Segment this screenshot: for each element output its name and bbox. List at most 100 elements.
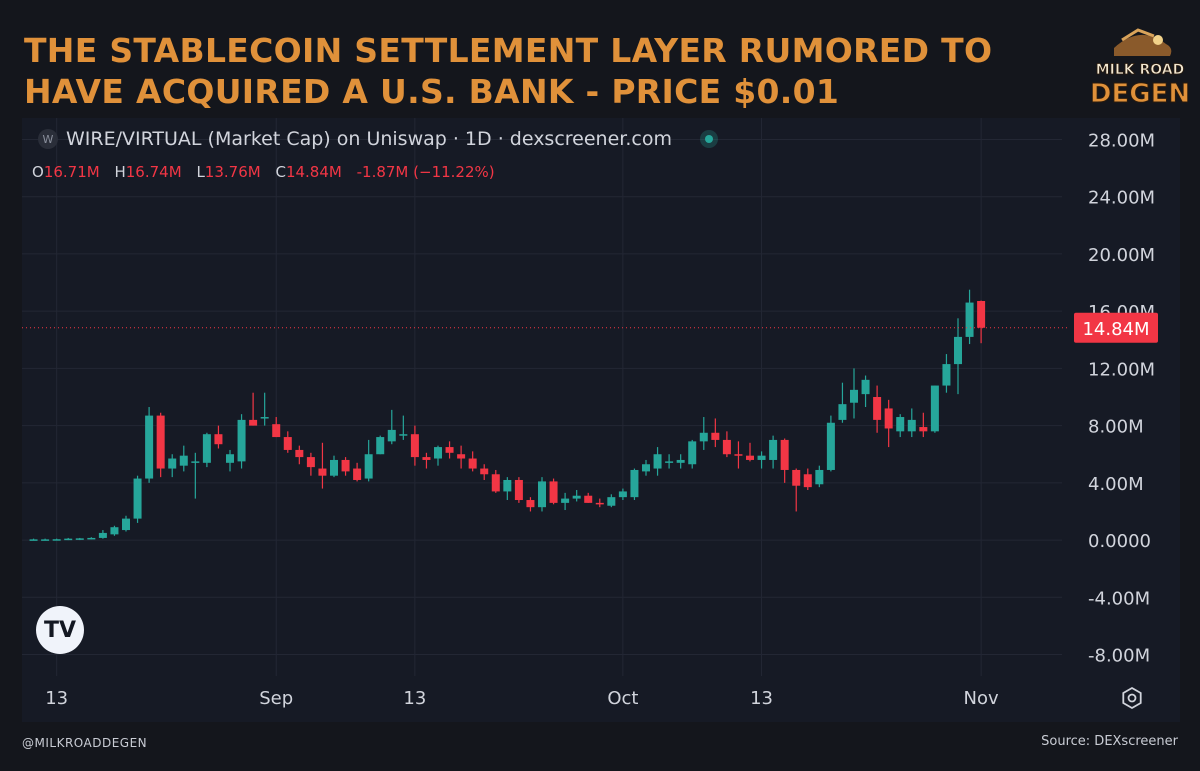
candle-body xyxy=(618,491,627,498)
candle-body xyxy=(87,537,96,540)
candle-body xyxy=(468,458,477,469)
x-tick-label: Sep xyxy=(259,688,293,709)
candle-body xyxy=(977,300,986,328)
candle-body xyxy=(803,474,812,488)
gear-icon[interactable] xyxy=(1120,686,1144,710)
candle-body xyxy=(145,415,154,479)
candle-body xyxy=(746,455,754,460)
y-tick-label: 0.0000 xyxy=(1088,531,1151,552)
y-tick-label: -8.00M xyxy=(1088,646,1150,667)
y-tick-label: 28.00M xyxy=(1088,130,1155,151)
candle-body xyxy=(52,539,61,541)
candle-body xyxy=(815,469,824,485)
candle-body xyxy=(734,454,743,456)
candle-body xyxy=(179,455,188,466)
candle-body xyxy=(826,422,835,470)
x-tick-label: Nov xyxy=(964,688,999,709)
candle-body xyxy=(676,459,685,463)
svg-text:DEGEN: DEGEN xyxy=(1092,79,1188,109)
candle-body xyxy=(538,481,546,508)
candle-body xyxy=(318,468,327,476)
candle-body xyxy=(202,434,211,463)
footer-handle: @MILKROADDEGEN xyxy=(22,736,148,750)
candle-body xyxy=(226,454,234,463)
candle-body xyxy=(341,459,350,472)
y-tick-label: 8.00M xyxy=(1088,417,1144,438)
candle-body xyxy=(769,439,778,460)
candle-body xyxy=(907,419,916,432)
x-tick-label: 13 xyxy=(750,688,773,709)
candle-body xyxy=(884,408,893,429)
candle-body xyxy=(630,469,639,498)
ohlc-close-value: 14.84M xyxy=(285,163,342,181)
candle-body xyxy=(549,481,558,503)
candle-body xyxy=(665,461,674,463)
ohlc-close-label: C xyxy=(275,163,286,181)
candle-body xyxy=(410,434,419,458)
candle-body xyxy=(272,424,281,438)
candle-body xyxy=(376,437,385,455)
candle-body xyxy=(29,539,38,541)
candle-body xyxy=(110,527,119,535)
candle-body xyxy=(457,454,466,459)
ohlc-low-value: 13.76M xyxy=(204,163,261,181)
y-tick-label: -4.00M xyxy=(1088,588,1150,609)
candle-body xyxy=(399,434,408,436)
chart-legend: W WIRE/VIRTUAL (Market Cap) on Uniswap ·… xyxy=(38,128,718,150)
candle-body xyxy=(572,495,581,499)
last-price-badge xyxy=(1074,312,1158,343)
candle-body xyxy=(75,538,84,540)
candle-body xyxy=(561,498,570,503)
candle-body xyxy=(838,404,847,420)
candle-body xyxy=(965,302,974,337)
candle-body xyxy=(688,441,697,465)
x-tick-label: 13 xyxy=(403,688,426,709)
candle-body xyxy=(191,461,200,463)
candle-body xyxy=(260,417,269,419)
candle-body xyxy=(526,500,535,508)
candle-body xyxy=(942,364,951,386)
candle-body xyxy=(422,457,431,460)
chart-panel xyxy=(22,118,1180,722)
candle-body xyxy=(122,518,130,531)
ohlc-open-value: 16.71M xyxy=(43,163,100,181)
live-status-icon xyxy=(699,130,718,148)
candle-body xyxy=(353,468,362,480)
candle-body xyxy=(595,502,604,505)
candle-body xyxy=(930,385,939,432)
candle-body xyxy=(861,379,870,395)
legend-title: WIRE/VIRTUAL (Market Cap) on Uniswap · 1… xyxy=(66,128,672,150)
candle-body xyxy=(584,495,593,503)
candle-body xyxy=(722,439,731,455)
candle-body xyxy=(491,474,500,492)
candle-body xyxy=(480,468,489,475)
ohlc-change: -1.87M (−11.22%) xyxy=(356,163,495,181)
ohlc-readout: O16.71M H16.74M L13.76M C14.84M -1.87M (… xyxy=(32,163,505,181)
tradingview-logo[interactable]: TV xyxy=(36,606,84,654)
candle-body xyxy=(64,538,73,541)
candle-body xyxy=(306,457,315,468)
coin-icon: W xyxy=(38,129,58,149)
candle-body xyxy=(919,427,928,432)
candle-body xyxy=(295,449,304,458)
candle-body xyxy=(954,336,962,365)
candle-body xyxy=(792,469,801,486)
milk-road-degen-logo: MILK ROAD DEGEN xyxy=(1092,28,1188,110)
y-tick-label: 4.00M xyxy=(1088,474,1144,495)
last-price-label: 14.84M xyxy=(1082,319,1149,340)
candle-body xyxy=(168,458,177,469)
candle-body xyxy=(514,479,523,501)
candle-body xyxy=(780,439,789,470)
ohlc-high-value: 16.74M xyxy=(125,163,182,181)
candle-body xyxy=(41,539,50,541)
ohlc-high-label: H xyxy=(114,163,126,181)
candle-body xyxy=(896,417,905,432)
candle-body xyxy=(249,419,258,426)
candle-body xyxy=(757,455,766,460)
y-tick-label: 24.00M xyxy=(1088,188,1155,209)
ohlc-low-label: L xyxy=(196,163,205,181)
candle-body xyxy=(873,397,882,420)
x-tick-label: 13 xyxy=(45,688,68,709)
footer-source: Source: DEXscreener xyxy=(1041,734,1178,749)
